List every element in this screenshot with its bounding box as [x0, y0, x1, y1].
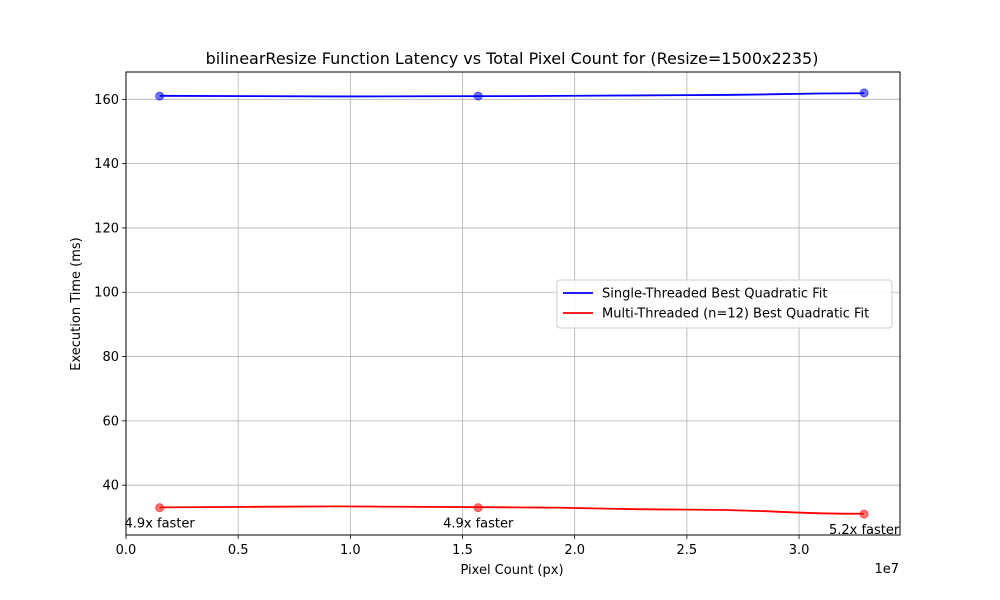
y-tick-label: 120: [94, 221, 119, 236]
x-tick-label: 1.5: [452, 543, 473, 558]
legend-label: Multi-Threaded (n=12) Best Quadratic Fit: [602, 307, 869, 322]
y-tick-label: 160: [94, 93, 119, 108]
series-2: [155, 503, 869, 519]
speedup-annotation: 4.9x faster: [125, 517, 196, 532]
legend: Single-Threaded Best Quadratic Fit Multi-…: [556, 279, 893, 329]
speedup-annotation: 5.2x faster: [829, 523, 900, 538]
series-1-point: [473, 91, 483, 101]
series-1: [155, 88, 869, 101]
x-tick-label: 1.0: [340, 543, 361, 558]
series-1-point: [859, 88, 869, 98]
annotations: 4.9x faster 4.9x faster 5.2x faster: [125, 517, 900, 538]
x-tick-label: 3.0: [789, 543, 810, 558]
y-tick-label: 140: [94, 157, 119, 172]
legend-box: [556, 279, 893, 329]
series-2-fit-line: [159, 505, 865, 515]
series-layer: [155, 88, 869, 519]
series-1-point: [155, 91, 165, 101]
series-1-fit-line: [159, 92, 865, 98]
y-tick-label: 100: [94, 286, 119, 301]
x-tick-label: 0.0: [116, 543, 137, 558]
y-tick-label: 60: [102, 414, 119, 429]
x-axis-offset-label: 1e7: [874, 562, 899, 577]
ticks: 0.0 0.5 1.0 1.5 2.0 2.5 3.0 40 60 80 100 120 140 160: [94, 93, 809, 558]
x-tick-label: 2.0: [564, 543, 585, 558]
series-2-point: [859, 509, 869, 519]
y-tick-label: 40: [102, 479, 119, 494]
y-tick-label: 80: [102, 350, 119, 365]
speedup-annotation: 4.9x faster: [443, 517, 514, 532]
series-2-point: [155, 503, 165, 513]
x-axis-label: Pixel Count (px): [460, 563, 563, 578]
axes-frame: [125, 71, 901, 536]
y-axis-label: Execution Time (ms): [69, 237, 84, 370]
chart-title: bilinearResize Function Latency vs Total…: [206, 49, 819, 68]
x-tick-label: 0.5: [228, 543, 249, 558]
legend-label: Single-Threaded Best Quadratic Fit: [602, 287, 827, 302]
x-tick-label: 2.5: [677, 543, 698, 558]
series-2-point: [473, 503, 483, 513]
